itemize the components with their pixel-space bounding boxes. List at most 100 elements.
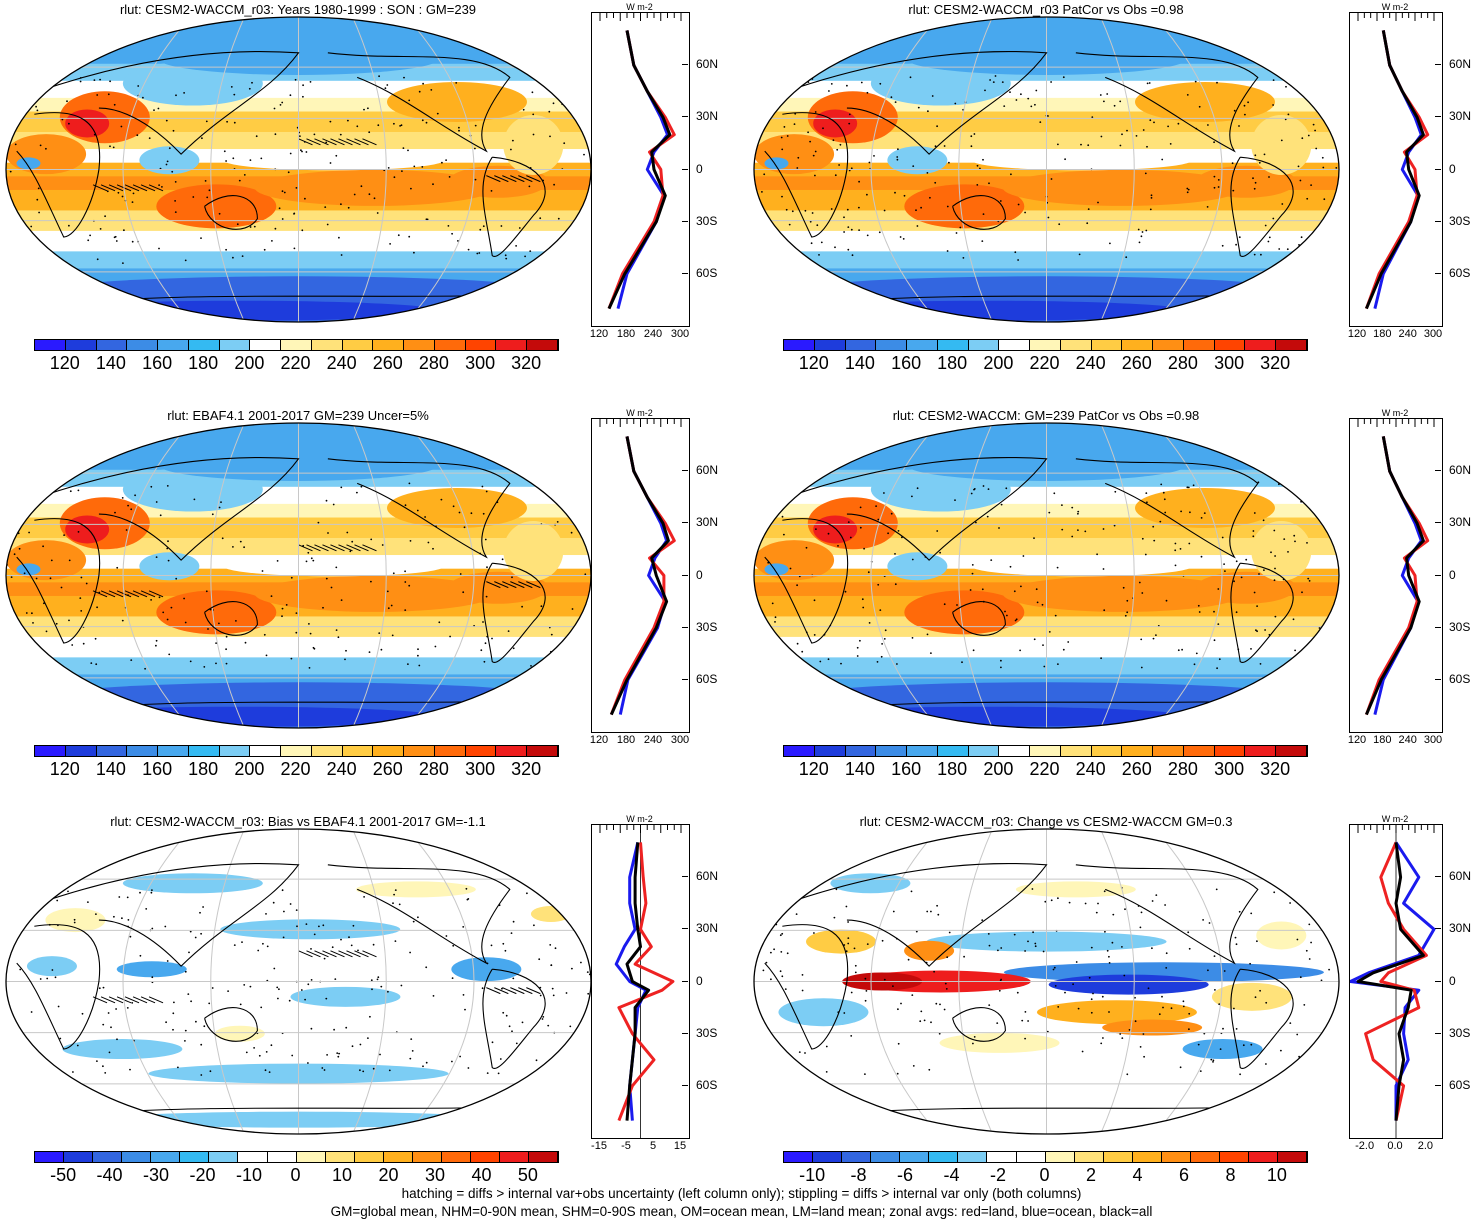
zonal-x-tick: 120 [589, 328, 609, 340]
colorbar-swatch [441, 1152, 471, 1162]
lat-tick [682, 64, 688, 66]
zonal-x-tick: 300 [1423, 734, 1443, 746]
zonal-plot [1349, 12, 1443, 327]
coastlines [764, 51, 1294, 303]
lat-tick [1435, 522, 1441, 524]
zonal-ocean-line [1348, 841, 1436, 1121]
colorbar-label: 320 [1260, 353, 1291, 373]
colorbar-swatch [500, 1152, 530, 1162]
colorbar-swatch [158, 340, 189, 350]
field-blob [223, 556, 444, 577]
field-blob [830, 873, 911, 894]
field-blob [254, 575, 495, 612]
field-blob [887, 146, 948, 175]
colorbar-swatch [845, 746, 877, 756]
colorbar-swatch [814, 746, 846, 756]
colorbar-swatch [383, 1152, 413, 1162]
colorbar-swatch [434, 746, 466, 756]
colorbar-swatch [1030, 340, 1061, 350]
coastline [482, 968, 546, 1069]
lat-label: 30S [696, 213, 718, 228]
colorbar-swatch [158, 746, 189, 756]
colorbar-swatch [527, 746, 559, 756]
zonal-plot [1348, 824, 1443, 1139]
field-blob [16, 563, 41, 576]
lat-label: 30N [1449, 515, 1472, 530]
zonal-svg [599, 825, 682, 1138]
zonal-all-line [1356, 842, 1425, 1121]
colorbar [783, 339, 1308, 351]
colorbar-swatch [470, 1152, 500, 1162]
colorbar-swatch [1103, 1152, 1133, 1162]
lat-label: 0 [696, 973, 703, 988]
colorbar-swatch [529, 1152, 559, 1162]
lat-tick [682, 522, 688, 524]
zonal-land-line [609, 436, 676, 716]
zonal-land-line [1364, 30, 1430, 310]
colorbar-label: 50 [517, 1165, 538, 1185]
zonal-land-line [1364, 436, 1430, 716]
hatching [92, 138, 541, 192]
lat-tick [682, 928, 688, 930]
lat-tick [682, 168, 688, 170]
colorbar-label: 6 [1178, 1165, 1190, 1185]
colorbar-label: 260 [372, 759, 403, 779]
colorbar-label: 280 [418, 353, 449, 373]
colorbar [783, 1151, 1308, 1163]
colorbar-label: -40 [96, 1165, 123, 1185]
colorbar-swatch [814, 340, 846, 350]
panel-title: rlut: CESM2-WACCM_r03: Bias vs EBAF4.1 2… [110, 814, 486, 829]
colorbar-label: 180 [188, 353, 219, 373]
colorbar-label: -20 [189, 1165, 216, 1185]
colorbar-label: 200 [234, 353, 265, 373]
field-blob [904, 590, 1025, 635]
colorbar-swatch [325, 1152, 355, 1162]
coastline [782, 51, 1048, 155]
lat-label: 60N [1449, 463, 1472, 478]
colorbar-swatch [958, 1152, 988, 1162]
zonal-x-tick: 240 [1398, 734, 1417, 746]
colorbar-label: 180 [188, 759, 219, 779]
colorbar-swatch [1249, 1152, 1279, 1162]
colorbar-label: 120 [49, 759, 80, 779]
colorbar-swatch [219, 340, 251, 350]
field-blob [1256, 921, 1307, 950]
colorbar-swatch [373, 746, 405, 756]
colorbar-label: 320 [1260, 759, 1291, 779]
lat-label: 60S [696, 1077, 718, 1092]
colorbar-label: 140 [95, 353, 126, 373]
field-blob [1134, 487, 1275, 528]
colorbar-swatch [373, 340, 405, 350]
zonal-unit: W m-2 [1381, 408, 1409, 418]
colorbar-swatch [937, 746, 969, 756]
zonal-unit: W m-2 [1381, 814, 1409, 824]
zonal-all-line [1365, 30, 1425, 310]
map-frame [753, 422, 1340, 729]
colorbar-label: 10 [331, 1165, 353, 1185]
colorbar-label: -30 [142, 1165, 170, 1185]
colorbar-swatch [496, 746, 528, 756]
field-blob [971, 556, 1192, 577]
colorbar-label: 120 [49, 353, 80, 373]
lat-tick [682, 220, 688, 222]
field-blob [887, 552, 948, 581]
zonal-x-tick: 180 [616, 734, 636, 746]
colorbar-swatch [93, 1152, 123, 1162]
lat-tick [1435, 470, 1441, 472]
colorbar-swatch [65, 746, 97, 756]
colorbar-swatch [404, 746, 435, 756]
colorbar-swatch [876, 340, 908, 350]
colorbar-swatch [465, 340, 497, 350]
panel-title: rlut: CESM2-WACCM_r03: Change vs CESM2-W… [859, 814, 1233, 829]
colorbar-swatch [1016, 1152, 1046, 1162]
colorbar-swatch [1245, 746, 1277, 756]
map [753, 828, 1340, 1135]
colorbar-label: 160 [142, 353, 173, 373]
colorbar-swatch [1190, 1152, 1220, 1162]
hatching [92, 544, 541, 598]
field-blob [65, 515, 110, 544]
zonal-x-tick: 0.0 [1387, 1140, 1403, 1152]
colorbar-swatch [342, 340, 374, 350]
coastline [1075, 864, 1259, 965]
colorbar-label: 260 [1121, 353, 1152, 373]
